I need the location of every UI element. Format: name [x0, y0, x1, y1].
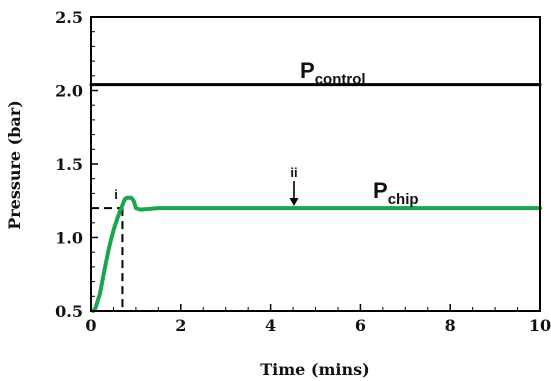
y-tick-label: 2.5	[55, 8, 83, 27]
series-label-chip-sub: chip	[388, 191, 419, 208]
x-tick-label: 6	[355, 316, 366, 335]
series-label-control-main: P	[300, 58, 315, 83]
x-tick-label: 8	[445, 316, 456, 335]
x-tick-label: 0	[85, 316, 96, 335]
y-axis-title: Pressure (bar)	[5, 100, 24, 230]
marker-ii-arrow-head	[290, 198, 299, 206]
x-tick-label: 4	[265, 316, 276, 335]
series-line-chip	[93, 198, 540, 311]
x-axis-title: Time (mins)	[260, 360, 369, 379]
marker-ii-label: ii	[290, 165, 297, 180]
y-tick-label: 2.0	[55, 82, 83, 101]
series-label-chip-main: P	[373, 178, 388, 203]
series-label-chip: Pchip	[373, 178, 419, 208]
y-tick-label: 1.5	[55, 155, 83, 174]
y-tick-label: 1.0	[55, 229, 83, 248]
series-layer	[91, 85, 540, 311]
axes	[91, 17, 540, 311]
plot-frame	[91, 17, 540, 311]
series-label-control-sub: control	[315, 71, 366, 88]
y-tick-label: 0.5	[55, 302, 83, 321]
marker-i-label: i	[114, 187, 118, 202]
x-tick-label: 10	[529, 316, 551, 335]
x-tick-label: 2	[175, 316, 186, 335]
tick-marks	[91, 17, 540, 311]
